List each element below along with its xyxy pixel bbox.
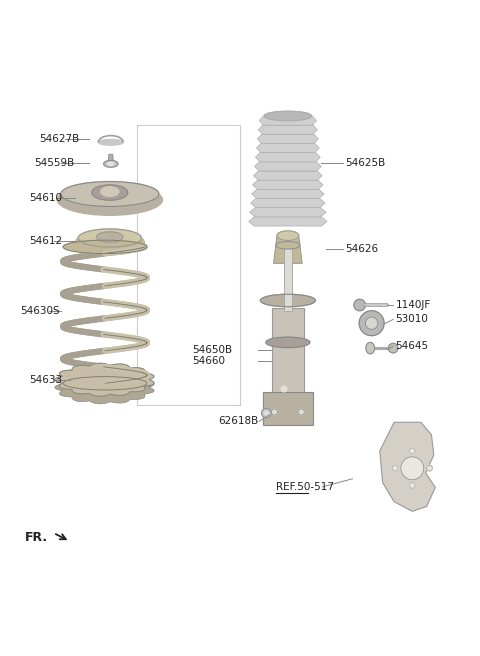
Ellipse shape [298, 409, 304, 415]
Ellipse shape [75, 231, 144, 255]
Ellipse shape [264, 111, 312, 121]
Polygon shape [274, 236, 302, 264]
Ellipse shape [359, 311, 384, 336]
Ellipse shape [63, 240, 147, 254]
Ellipse shape [266, 337, 310, 348]
Polygon shape [254, 162, 321, 171]
Polygon shape [272, 308, 304, 396]
Polygon shape [252, 190, 324, 199]
Polygon shape [55, 363, 154, 396]
Polygon shape [255, 153, 320, 162]
Ellipse shape [409, 448, 415, 454]
Ellipse shape [57, 184, 162, 215]
Ellipse shape [366, 342, 374, 354]
Polygon shape [263, 392, 313, 425]
Ellipse shape [78, 229, 142, 247]
Polygon shape [55, 363, 154, 404]
Ellipse shape [354, 299, 365, 311]
Ellipse shape [427, 465, 432, 471]
Polygon shape [257, 134, 318, 144]
Text: 54625B: 54625B [345, 158, 385, 168]
Polygon shape [249, 217, 327, 226]
Text: 54612: 54612 [29, 236, 62, 246]
Ellipse shape [277, 231, 299, 240]
Polygon shape [252, 180, 323, 190]
Text: 62618B: 62618B [218, 417, 259, 426]
Ellipse shape [281, 386, 287, 392]
Text: 54610: 54610 [29, 193, 62, 203]
Ellipse shape [96, 232, 123, 242]
Polygon shape [250, 208, 326, 217]
Ellipse shape [101, 187, 119, 196]
Text: 53010: 53010 [396, 314, 429, 324]
Text: 54633: 54633 [29, 375, 62, 384]
Ellipse shape [63, 377, 147, 390]
Text: REF.50-517: REF.50-517 [276, 482, 334, 492]
Text: 54630S: 54630S [20, 306, 60, 316]
Text: 54660: 54660 [192, 356, 225, 365]
Ellipse shape [61, 182, 159, 207]
Ellipse shape [264, 411, 268, 415]
Text: 1140JF: 1140JF [396, 300, 431, 310]
Text: 54627B: 54627B [39, 134, 79, 144]
Ellipse shape [401, 457, 424, 480]
Text: 54626: 54626 [345, 244, 378, 254]
Ellipse shape [388, 343, 398, 353]
Text: 54645: 54645 [396, 341, 429, 351]
Ellipse shape [98, 140, 123, 145]
Ellipse shape [365, 317, 378, 329]
Text: FR.: FR. [24, 531, 48, 544]
Polygon shape [256, 144, 319, 153]
Polygon shape [253, 171, 322, 180]
Polygon shape [251, 199, 325, 208]
Polygon shape [284, 248, 292, 312]
Polygon shape [258, 125, 317, 134]
Polygon shape [108, 154, 113, 161]
Polygon shape [380, 422, 435, 511]
Ellipse shape [392, 465, 398, 471]
Ellipse shape [104, 161, 118, 167]
Text: 54559B: 54559B [34, 158, 74, 168]
Polygon shape [259, 116, 316, 125]
Ellipse shape [271, 409, 277, 415]
Text: 54650B: 54650B [192, 344, 232, 354]
Ellipse shape [409, 483, 415, 488]
Ellipse shape [92, 185, 128, 200]
Ellipse shape [262, 409, 271, 418]
Ellipse shape [108, 162, 114, 166]
Ellipse shape [260, 295, 315, 307]
